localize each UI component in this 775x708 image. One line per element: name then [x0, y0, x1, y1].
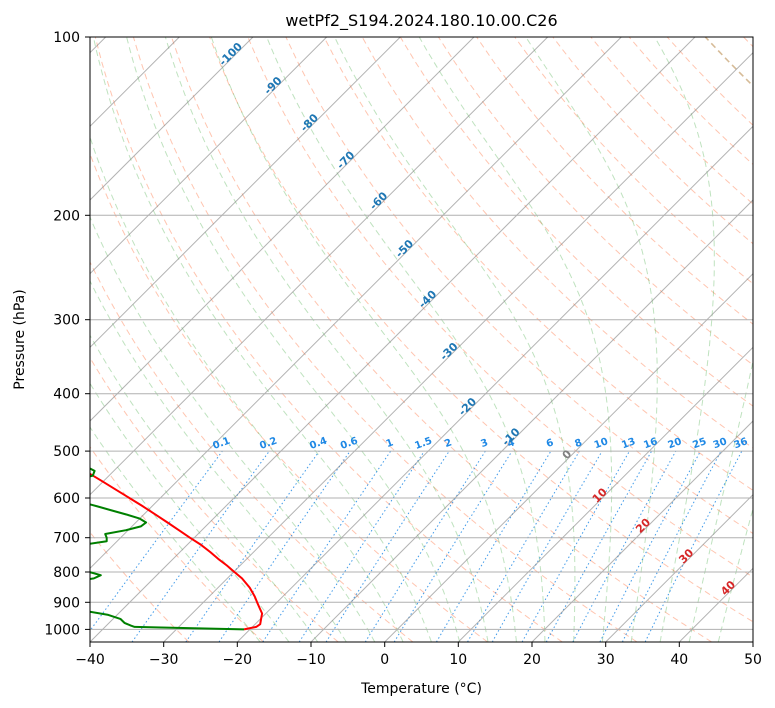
dry-adiabat-line: [209, 37, 753, 623]
x-tick-label: 50: [744, 652, 762, 668]
dry-adiabats: [90, 37, 753, 642]
mixing-ratio-line: [131, 450, 270, 642]
y-tick-label: 400: [53, 387, 80, 403]
moist-adiabat-line: [334, 37, 576, 642]
mixing-ratio-label: 10: [593, 436, 610, 451]
isotherm-line: [90, 37, 549, 496]
x-tick-label: 30: [597, 652, 615, 668]
x-tick-label: −30: [149, 652, 179, 668]
y-tick-label: 500: [53, 444, 80, 460]
isotherm-line: [90, 37, 328, 275]
mixing-ratio-line: [298, 450, 425, 642]
dry-adiabat-line: [285, 37, 753, 535]
isotherm-line: [384, 272, 753, 642]
chart-title: wetPf2_S194.2024.180.10.00.C26: [285, 11, 557, 31]
mixing-ratio-line: [262, 450, 392, 642]
dry-adiabat-line: [514, 37, 753, 285]
isotherm-line: [90, 37, 622, 570]
x-tick-label: 0: [380, 652, 389, 668]
dry-adiabat-line: [132, 37, 638, 642]
moist-adiabat-line: [266, 37, 546, 642]
isotherm-line: [310, 199, 753, 642]
moist-adiabat-line: [126, 37, 461, 642]
moist-adiabat-line: [654, 37, 715, 642]
y-tick-label: 300: [53, 313, 80, 329]
moist-adiabat-line: [90, 426, 261, 642]
grid-lines: [90, 37, 753, 642]
moist-adiabat-line: [717, 506, 753, 642]
moist-adiabat-line: [418, 37, 613, 642]
dry-adiabat-line: [171, 37, 712, 642]
isotherm-line: [236, 125, 753, 642]
mixing-ratio-lines: [90, 450, 743, 642]
moist-adiabat-line: [92, 37, 432, 642]
mixing-ratio-line: [521, 450, 630, 642]
moist-adiabat-line: [688, 358, 753, 642]
mixing-ratio-label: 8: [573, 437, 583, 450]
mixing-ratio-label: 20: [667, 436, 684, 451]
x-tick-label: −40: [75, 652, 105, 668]
mixing-ratio-label: 2: [443, 437, 453, 450]
mixing-ratio-label: 25: [691, 436, 708, 451]
mixing-ratio-label: 30: [712, 436, 729, 451]
y-tick-label: 700: [53, 531, 80, 547]
y-tick-label: 1000: [44, 622, 80, 638]
moist-adiabat-line: [90, 215, 376, 642]
mixing-ratio-line: [545, 450, 653, 642]
sounding-profiles: [90, 467, 264, 631]
x-tick-label: 10: [449, 652, 467, 668]
moist-adiabat-line: [90, 334, 319, 642]
isotherm-line: [605, 493, 753, 642]
isotherm-line: [90, 37, 696, 642]
dry-adiabat-line: [90, 356, 339, 642]
dry-adiabat-line: [94, 37, 563, 642]
y-tick-label: 100: [53, 30, 80, 46]
x-tick-label: 40: [670, 652, 688, 668]
mixing-ratio-label: 1: [385, 437, 395, 450]
dry-adiabat-line: [247, 37, 753, 578]
temperature-profile-line: [90, 472, 264, 631]
mixing-ratio-line: [325, 450, 450, 642]
moist-adiabat-line: [525, 37, 658, 642]
isotherm-line: [457, 346, 753, 642]
mixing-ratio-label: 4: [506, 437, 516, 450]
dry-adiabat-line: [323, 37, 753, 491]
moist-adiabat-line: [210, 37, 517, 642]
dry-adiabat-line: [476, 37, 753, 325]
y-tick-label: 600: [53, 491, 80, 507]
y-axis-label: Pressure (hPa): [12, 289, 28, 389]
plot-frame: [89, 36, 754, 643]
x-tick-label: −20: [223, 652, 253, 668]
isotherm-line: [163, 51, 753, 642]
x-axis-label: Temperature (°C): [360, 681, 482, 697]
y-tick-label: 800: [53, 565, 80, 581]
mixing-ratio-label: 3: [479, 437, 489, 450]
moist-adiabat-line: [164, 37, 489, 642]
mixing-ratio-line: [644, 450, 743, 642]
moist-adiabat-line: [90, 135, 404, 642]
x-tick-label: −10: [296, 652, 326, 668]
y-tick-label: 200: [53, 208, 80, 224]
x-tick-label: 20: [523, 652, 541, 668]
axes: −40 −30 −20 −10 0 10 20 30 40 50 100 200 300 400 500 60…: [44, 30, 762, 668]
mixing-ratio-label: 36: [733, 436, 750, 451]
mixing-ratio-line: [218, 450, 351, 642]
isotherm-line: [531, 420, 753, 642]
mixing-ratio-label: 6: [545, 437, 555, 450]
isotherm-line: [90, 37, 475, 422]
y-tick-label: 900: [53, 595, 80, 611]
mixing-ratio-line: [572, 450, 677, 642]
mixing-ratio-line: [90, 450, 223, 632]
mixing-ratio-label: 13: [620, 436, 637, 451]
dry-adiabat-line: [90, 260, 414, 642]
mixing-ratio-label: 16: [642, 436, 659, 451]
isotherm-line: [90, 37, 254, 201]
dry-adiabat-line: [90, 446, 264, 642]
mixing-ratio-line: [393, 450, 513, 642]
isotherm-line: [90, 37, 401, 349]
mixing-ratio-line: [185, 450, 320, 642]
